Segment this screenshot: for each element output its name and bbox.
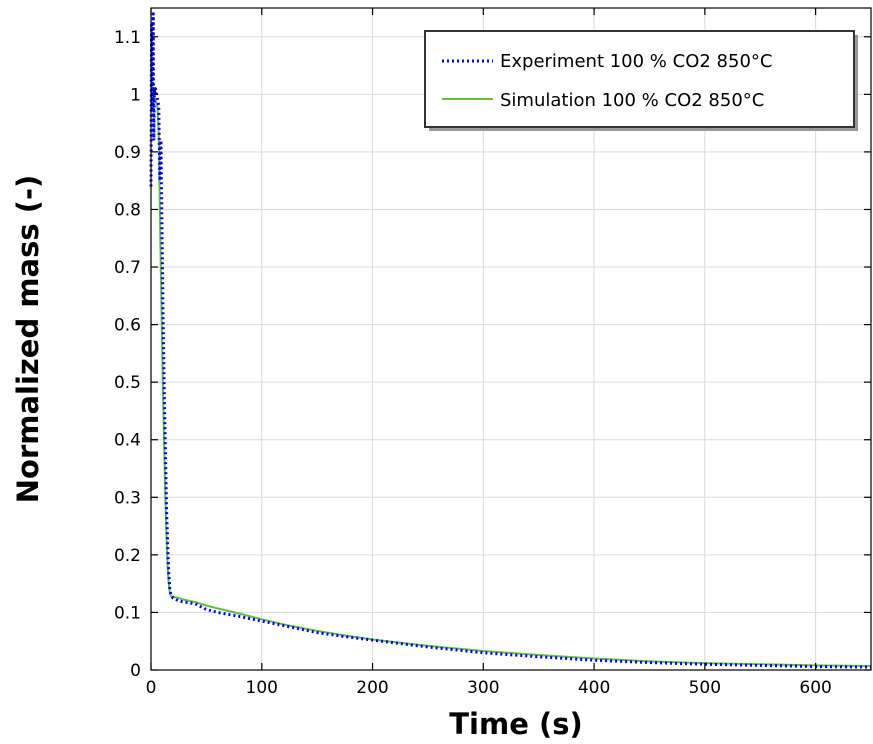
series-group (149, 12, 872, 669)
x-tick-label: 0 (146, 678, 157, 698)
x-tick-label: 500 (689, 678, 721, 698)
y-tick-label: 0.7 (114, 258, 141, 278)
axis-tick-labels: 0 100 200 300 400 500 600 0 0.1 0.2 0.3 0.4 0.5 0.6 0.… (114, 28, 832, 698)
axis-ticks (150, 8, 871, 671)
legend-label-experiment: Experiment 100 % CO2 850°C (500, 51, 772, 72)
experiment-series-line (149, 12, 872, 669)
plot-frame (150, 7, 872, 671)
x-tick-label: 400 (578, 678, 610, 698)
y-tick-label: 1 (130, 85, 141, 105)
x-tick-label: 600 (799, 678, 831, 698)
y-tick-label: 0.8 (114, 200, 141, 220)
y-tick-label: 0.5 (114, 373, 141, 393)
x-tick-label: 100 (246, 678, 278, 698)
x-tick-label: 300 (467, 678, 499, 698)
y-tick-label: 0.2 (114, 546, 141, 566)
y-tick-label: 0.3 (114, 488, 141, 508)
y-tick-label: 1.1 (114, 28, 141, 48)
y-tick-label: 0.1 (114, 603, 141, 623)
legend-label-simulation: Simulation 100 % CO2 850°C (500, 90, 764, 111)
legend-box (424, 30, 855, 128)
x-tick-label: 200 (356, 678, 388, 698)
y-axis-title: Normalized mass (-) (11, 175, 45, 504)
simulation-series-line (150, 93, 872, 667)
y-tick-label: 0 (130, 661, 141, 681)
legend: Experiment 100 % CO2 850°C Simulation 10… (424, 30, 858, 131)
y-tick-label: 0.9 (114, 143, 141, 163)
y-tick-label: 0.6 (114, 316, 141, 336)
y-tick-label: 0.4 (114, 431, 141, 451)
x-axis-title: Time (s) (449, 707, 582, 741)
